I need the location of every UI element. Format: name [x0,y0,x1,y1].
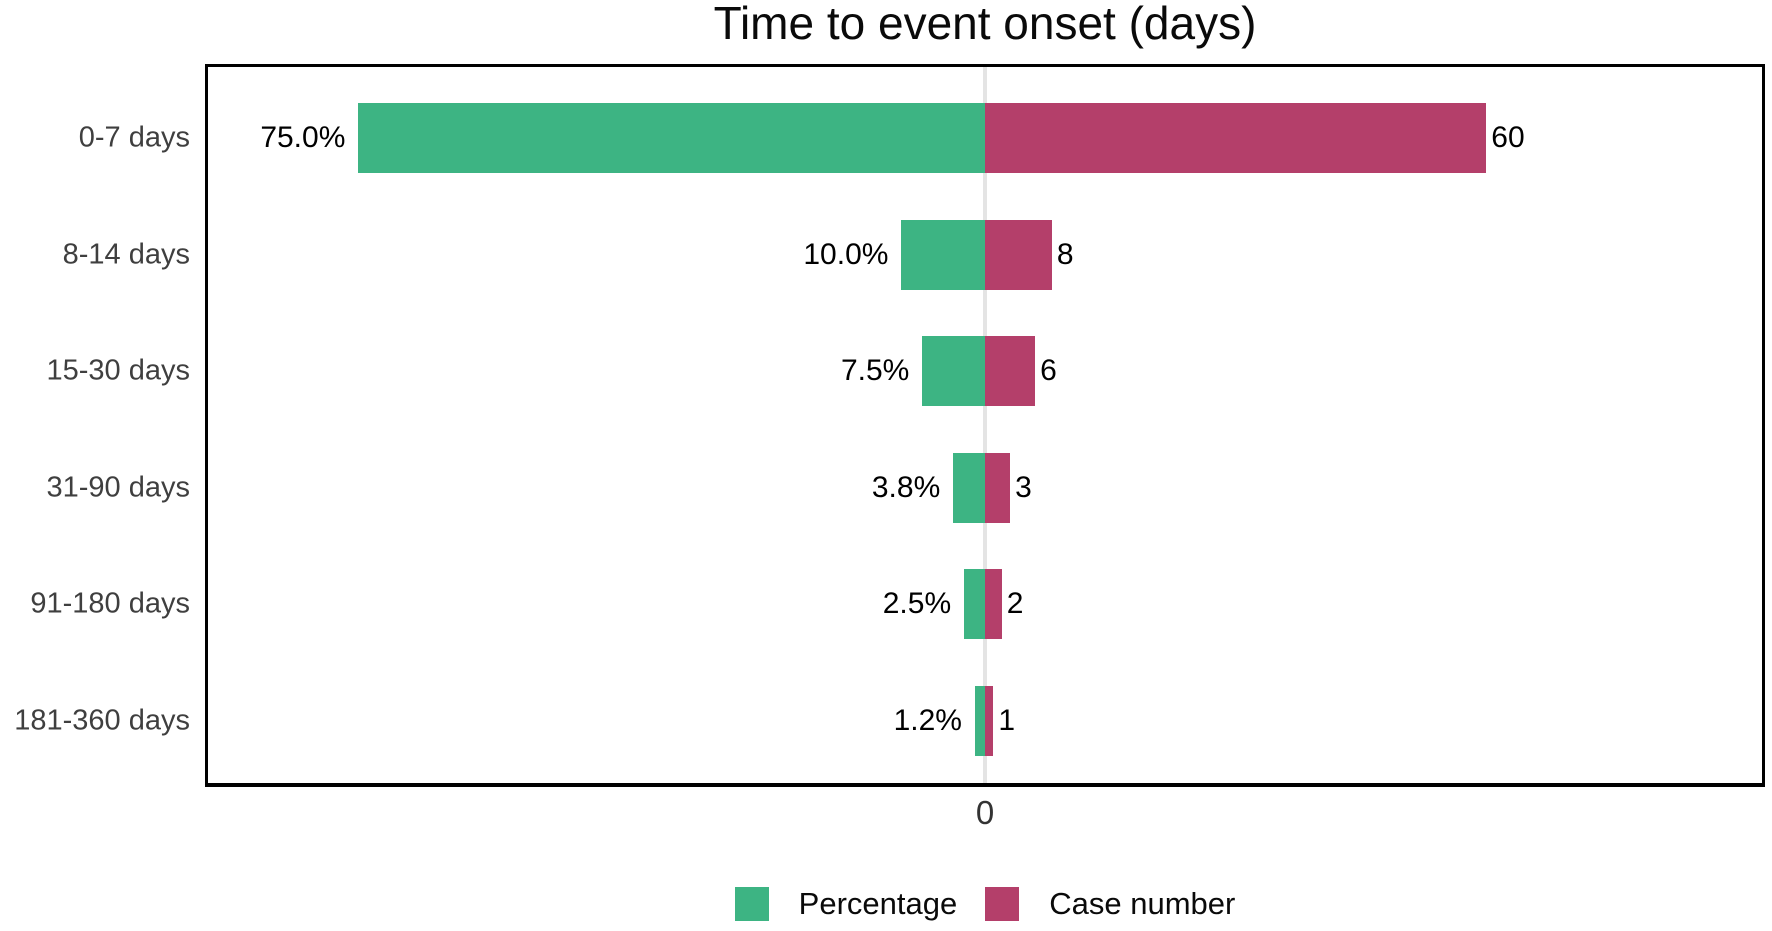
legend-label: Case number [1049,886,1236,921]
legend-swatch-case-number [985,887,1020,921]
plot-area: 75.0% 60 10.0% 8 7.5% 6 3.8% 3 2.5% 2 1.2% 1 [205,64,1765,787]
category-label: 15-30 days [46,354,191,387]
legend-label: Percentage [798,886,958,921]
case-value-label: 60 [1491,121,1525,154]
case-number-bar [985,452,1011,523]
case-number-bar [985,685,994,756]
case-number-bar [985,569,1002,639]
category-label: 31-90 days [46,471,191,503]
legend: Percentage Case number [205,886,1765,922]
case-value-label: 3 [1015,470,1032,504]
case-value-label: 1 [998,703,1016,737]
case-value-label: 8 [1056,237,1074,271]
percentage-bar [964,569,985,639]
case-value-label: 2 [1006,587,1024,620]
case-number-bar [985,103,1487,173]
percentage-value-label: 75.0% [260,121,346,154]
case-number-bar [985,219,1052,290]
category-label: 8-14 days [62,238,190,270]
y-axis-labels: 0-7 days 8-14 days 15-30 days 31-90 days 91-… [0,64,190,787]
percentage-bar [358,103,985,173]
percentage-bar [922,336,985,406]
percentage-value-label: 7.5% [840,354,910,387]
percentage-bar [953,452,985,523]
percentage-value-label: 3.8% [871,470,941,504]
percentage-bar [974,685,985,756]
percentage-value-label: 2.5% [882,587,952,620]
chart-title: Time to event onset (days) [713,0,1257,49]
legend-swatch-percentage [734,887,769,921]
case-value-label: 6 [1040,354,1057,387]
category-label: 91-180 days [30,587,190,620]
case-number-bar [985,336,1036,406]
legend-item-percentage: Percentage [734,886,958,922]
percentage-bar [901,219,985,290]
zero-gridline [983,67,987,783]
percentage-value-label: 10.0% [803,237,889,271]
category-label: 0-7 days [78,121,190,154]
legend-item-case-number: Case number [985,886,1235,922]
percentage-value-label: 1.2% [893,703,962,737]
category-label: 181-360 days [14,704,190,736]
x-axis-tick-label: 0 [975,794,995,831]
